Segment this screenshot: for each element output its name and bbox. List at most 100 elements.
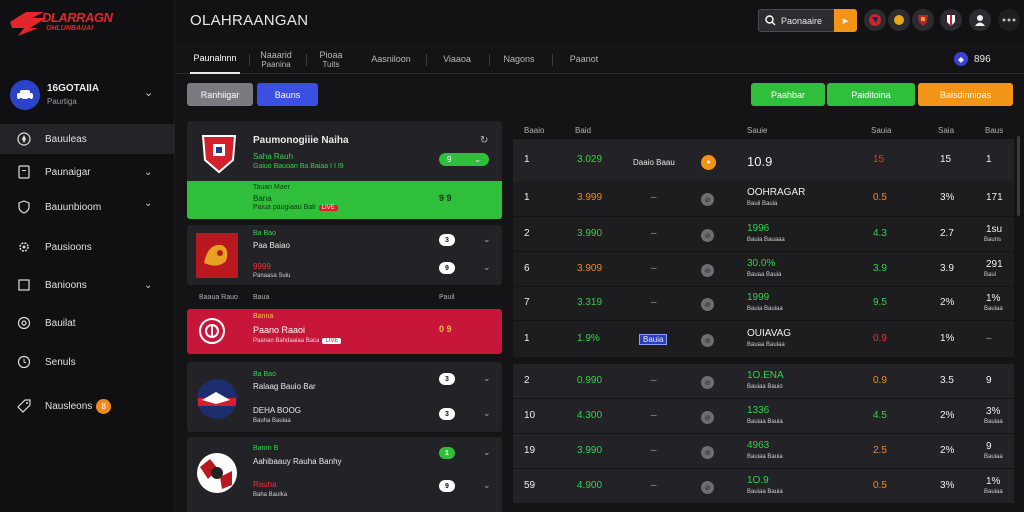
- action-button-1[interactable]: Paahbar: [751, 83, 825, 106]
- tab-5[interactable]: Nagons: [498, 44, 540, 74]
- line-cell[interactable]: 0.9: [873, 375, 887, 386]
- tab-0[interactable]: Paunalnnn: [190, 44, 240, 74]
- table-row[interactable]: 1 1.9% Bauia ⊘ OUIAVAG Bauaa Bauiaa 0.9 1% –: [513, 321, 1014, 358]
- table-row[interactable]: 1 3.029 Daaio Baau ● 10.9 15 15 1: [513, 139, 1014, 183]
- action-button-2[interactable]: Paiditoina: [827, 83, 915, 106]
- odds-cell[interactable]: 4.300: [577, 410, 603, 421]
- line-cell[interactable]: 0.5: [873, 480, 887, 491]
- info-icon[interactable]: ⊘: [701, 193, 714, 206]
- nav-item-7[interactable]: Nausleons 8: [0, 391, 175, 421]
- info-icon[interactable]: ⊘: [701, 334, 714, 347]
- highlight-row[interactable]: Tauan Maer Bana Paiua paugiaau Bati LIVE …: [187, 181, 502, 219]
- search-submit-button[interactable]: ▸: [834, 9, 857, 32]
- odds-pill[interactable]: 3: [439, 373, 455, 385]
- info-icon[interactable]: ⊘: [701, 229, 714, 242]
- chevron-down-icon[interactable]: ⌄: [483, 408, 491, 418]
- team-icon[interactable]: [912, 9, 934, 31]
- rank-cell: 1: [524, 192, 530, 203]
- info-icon[interactable]: ⊘: [701, 298, 714, 311]
- odds-cell[interactable]: 3.990: [577, 228, 603, 239]
- chevron-down-icon[interactable]: ⌄: [483, 447, 491, 457]
- match-card-1[interactable]: Paumonogiiie Naiha ↻ Saha Rauh Gaiuo Bau…: [187, 121, 502, 219]
- brand-logo[interactable]: DLARRAGN OHLUNBAUAI: [8, 8, 118, 38]
- tab-1[interactable]: Naaarid Paanina: [256, 44, 296, 74]
- nav-item-6[interactable]: Senuls: [0, 347, 175, 377]
- match-card-2[interactable]: Ba Bao Paa Baiao 9999 Panaasa Suiu 3 ⌄ 9…: [187, 225, 502, 285]
- more-icon[interactable]: [998, 9, 1020, 31]
- tab-6[interactable]: Paanot: [562, 44, 606, 74]
- info-icon[interactable]: ⊘: [701, 411, 714, 424]
- nav-item-2[interactable]: Bauunbioom ⌄: [0, 192, 175, 222]
- table-row[interactable]: 2 0.990 – ⊘ 1O.ENA Bauiaa Bauio 0.9 3.5 9: [513, 364, 1014, 399]
- nav-item-0[interactable]: Bauuleas: [0, 124, 175, 154]
- scrollbar[interactable]: [1017, 136, 1020, 216]
- table-row[interactable]: 10 4.300 – ⊘ 1336 Bauiaa Bauia 4.5 2% 3% Bauiaa: [513, 399, 1014, 434]
- odds-cell[interactable]: 3.319: [577, 297, 603, 308]
- search-input[interactable]: Paonaaire: [758, 9, 838, 32]
- line-cell[interactable]: 4.3: [873, 228, 887, 239]
- line-cell[interactable]: 9.5: [873, 297, 887, 308]
- flag-icon[interactable]: [864, 9, 886, 31]
- chevron-down-icon[interactable]: ⌄: [483, 480, 491, 490]
- match-card-5[interactable]: Banrn B Aahibaauy Rauha Banhy Rauha Baha…: [187, 437, 502, 512]
- odds-pill[interactable]: 9: [439, 262, 455, 274]
- dash-cell: –: [651, 480, 657, 491]
- percent-cell: 3.9: [940, 263, 954, 274]
- match-card-4[interactable]: Ba Bao Ralaag Bauio Bar DEHA BOOG Bauha …: [187, 362, 502, 432]
- team-a-sub: Paa Baiao: [253, 241, 290, 250]
- odds-toggle[interactable]: 9 ⌄: [439, 153, 489, 166]
- match-card-3[interactable]: Banna Paano Raaoi Paanan Bahdaaiaa Baca L…: [187, 309, 502, 354]
- user-menu[interactable]: 16GOTAIIA Paurtiga ⌄: [10, 80, 170, 114]
- table-row[interactable]: 7 3.319 – ⊘ 1999 Bauia Bauiaa 9.5 2% 1% Bauiaa: [513, 287, 1014, 321]
- shield-badge-icon[interactable]: [940, 9, 962, 31]
- table-row[interactable]: 1 3.999 – ⊘ OOHRAGAR Bauii Bauia 0.5 3% 171: [513, 181, 1014, 217]
- odds-table: Baaio Baid Sauie Sauia Saia Baus 1 3.029 D…: [513, 121, 1014, 512]
- line-cell[interactable]: 15: [873, 154, 885, 165]
- line-cell[interactable]: 3.9: [873, 263, 887, 274]
- tab-3[interactable]: Aasniloon: [366, 44, 416, 74]
- info-icon[interactable]: ⊘: [701, 446, 714, 459]
- odds-cell[interactable]: 4.900: [577, 480, 603, 491]
- nav-item-3[interactable]: Pausioons: [0, 232, 175, 262]
- table-row[interactable]: 59 4.900 – ⊘ 1O.9 Bauiaa Bauia 0.5 3% 1% Bauiaa: [513, 469, 1014, 504]
- table-row[interactable]: 19 3.990 – ⊘ 4963 Bauiaa Bauia 2.5 2% 9 Bauiaa: [513, 434, 1014, 469]
- chevron-down-icon[interactable]: ⌄: [483, 373, 491, 383]
- nav-item-5[interactable]: Bauilat: [0, 308, 175, 338]
- odds-pill[interactable]: 3: [439, 234, 455, 246]
- filter-button-1[interactable]: Ranhiigar: [187, 83, 253, 106]
- filter-button-2[interactable]: Bauns: [257, 83, 318, 106]
- tab-label: Viaaoa: [443, 54, 471, 64]
- tab-4[interactable]: Viaaoa: [434, 44, 480, 74]
- odds-pill[interactable]: 1: [439, 447, 455, 459]
- table-row[interactable]: 2 3.990 – ⊘ 1996 Bauia Bauaaa 4.3 2.7 1su Bauns: [513, 217, 1014, 252]
- balance-display[interactable]: ◆ 896: [954, 52, 991, 66]
- info-icon[interactable]: ●: [701, 155, 716, 170]
- tab-2[interactable]: Pioaa Tuits: [314, 44, 348, 74]
- action-button-3[interactable]: Baisdinnioas: [918, 83, 1013, 106]
- odds-pill[interactable]: 9: [439, 480, 455, 492]
- chevron-down-icon[interactable]: ⌄: [483, 234, 491, 244]
- nav-item-1[interactable]: Paunaigar ⌄: [0, 157, 175, 187]
- coin-icon[interactable]: [888, 9, 910, 31]
- odds-cell[interactable]: 3.999: [577, 192, 603, 203]
- profile-icon[interactable]: [969, 9, 991, 31]
- chevron-down-icon[interactable]: ⌄: [483, 262, 491, 272]
- odds-cell[interactable]: 1.9%: [577, 333, 600, 344]
- odds-cell[interactable]: 0.990: [577, 375, 603, 386]
- table-row[interactable]: 6 3.909 – ⊘ 30.0% Bauaa Bauia 3.9 3.9 291 Baui: [513, 252, 1014, 287]
- nav-item-4[interactable]: Banioons ⌄: [0, 270, 175, 300]
- odds-cell[interactable]: 3.909: [577, 263, 603, 274]
- info-icon[interactable]: ⊘: [701, 481, 714, 494]
- odds-cell[interactable]: 3.990: [577, 445, 603, 456]
- info-icon[interactable]: ⊘: [701, 376, 714, 389]
- team-b-name: Rauha: [253, 480, 277, 489]
- chevron-down-icon[interactable]: ⌄: [144, 87, 154, 99]
- line-cell[interactable]: 0.9: [873, 333, 887, 344]
- odds-pill[interactable]: 3: [439, 408, 455, 420]
- info-icon[interactable]: ⊘: [701, 264, 714, 277]
- line-cell[interactable]: 4.5: [873, 410, 887, 421]
- line-cell[interactable]: 2.5: [873, 445, 887, 456]
- refresh-icon[interactable]: ↻: [480, 135, 489, 146]
- line-cell[interactable]: 0.5: [873, 192, 887, 203]
- odds-cell[interactable]: 3.029: [577, 154, 603, 165]
